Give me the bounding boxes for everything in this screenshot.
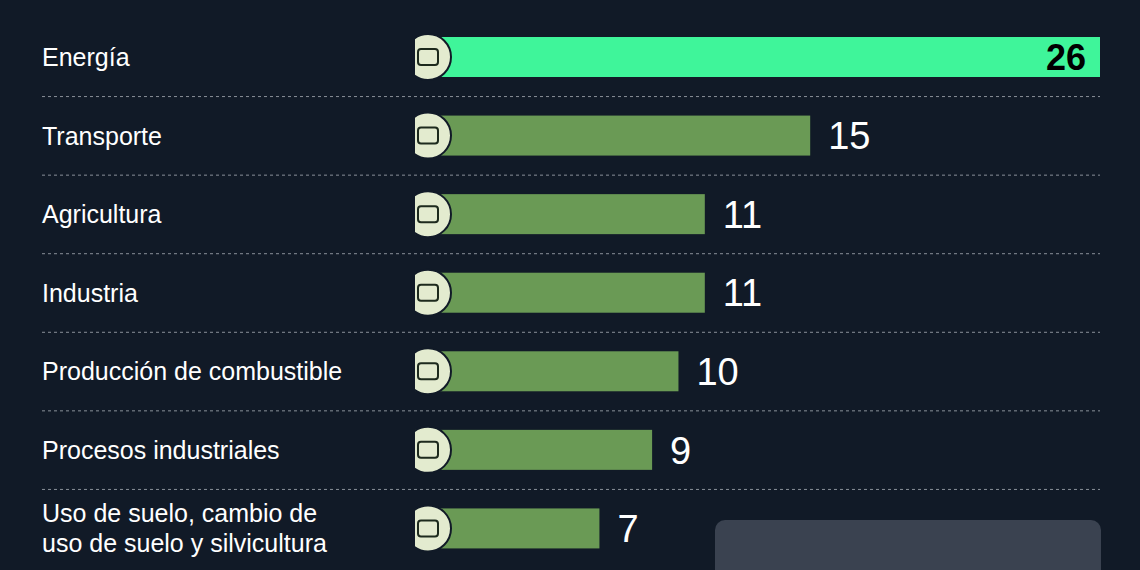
svg-text:7: 7 — [617, 508, 638, 550]
svg-text:9: 9 — [670, 430, 691, 472]
svg-text:26: 26 — [1046, 37, 1086, 78]
svg-text:Industria: Industria — [42, 279, 138, 307]
svg-text:10: 10 — [696, 351, 738, 393]
svg-text:Agricultura: Agricultura — [42, 200, 162, 228]
svg-text:11: 11 — [723, 194, 762, 236]
svg-text:11: 11 — [723, 272, 762, 314]
svg-text:Transporte: Transporte — [42, 122, 162, 150]
svg-text:Procesos industriales: Procesos industriales — [42, 436, 280, 464]
svg-text:Energía: Energía — [42, 43, 130, 71]
svg-text:uso de suelo y silvicultura: uso de suelo y silvicultura — [42, 529, 327, 557]
svg-text:15: 15 — [828, 115, 870, 157]
svg-text:Uso de suelo, cambio de: Uso de suelo, cambio de — [42, 499, 317, 527]
svg-text:Producción de combustible: Producción de combustible — [42, 357, 342, 385]
